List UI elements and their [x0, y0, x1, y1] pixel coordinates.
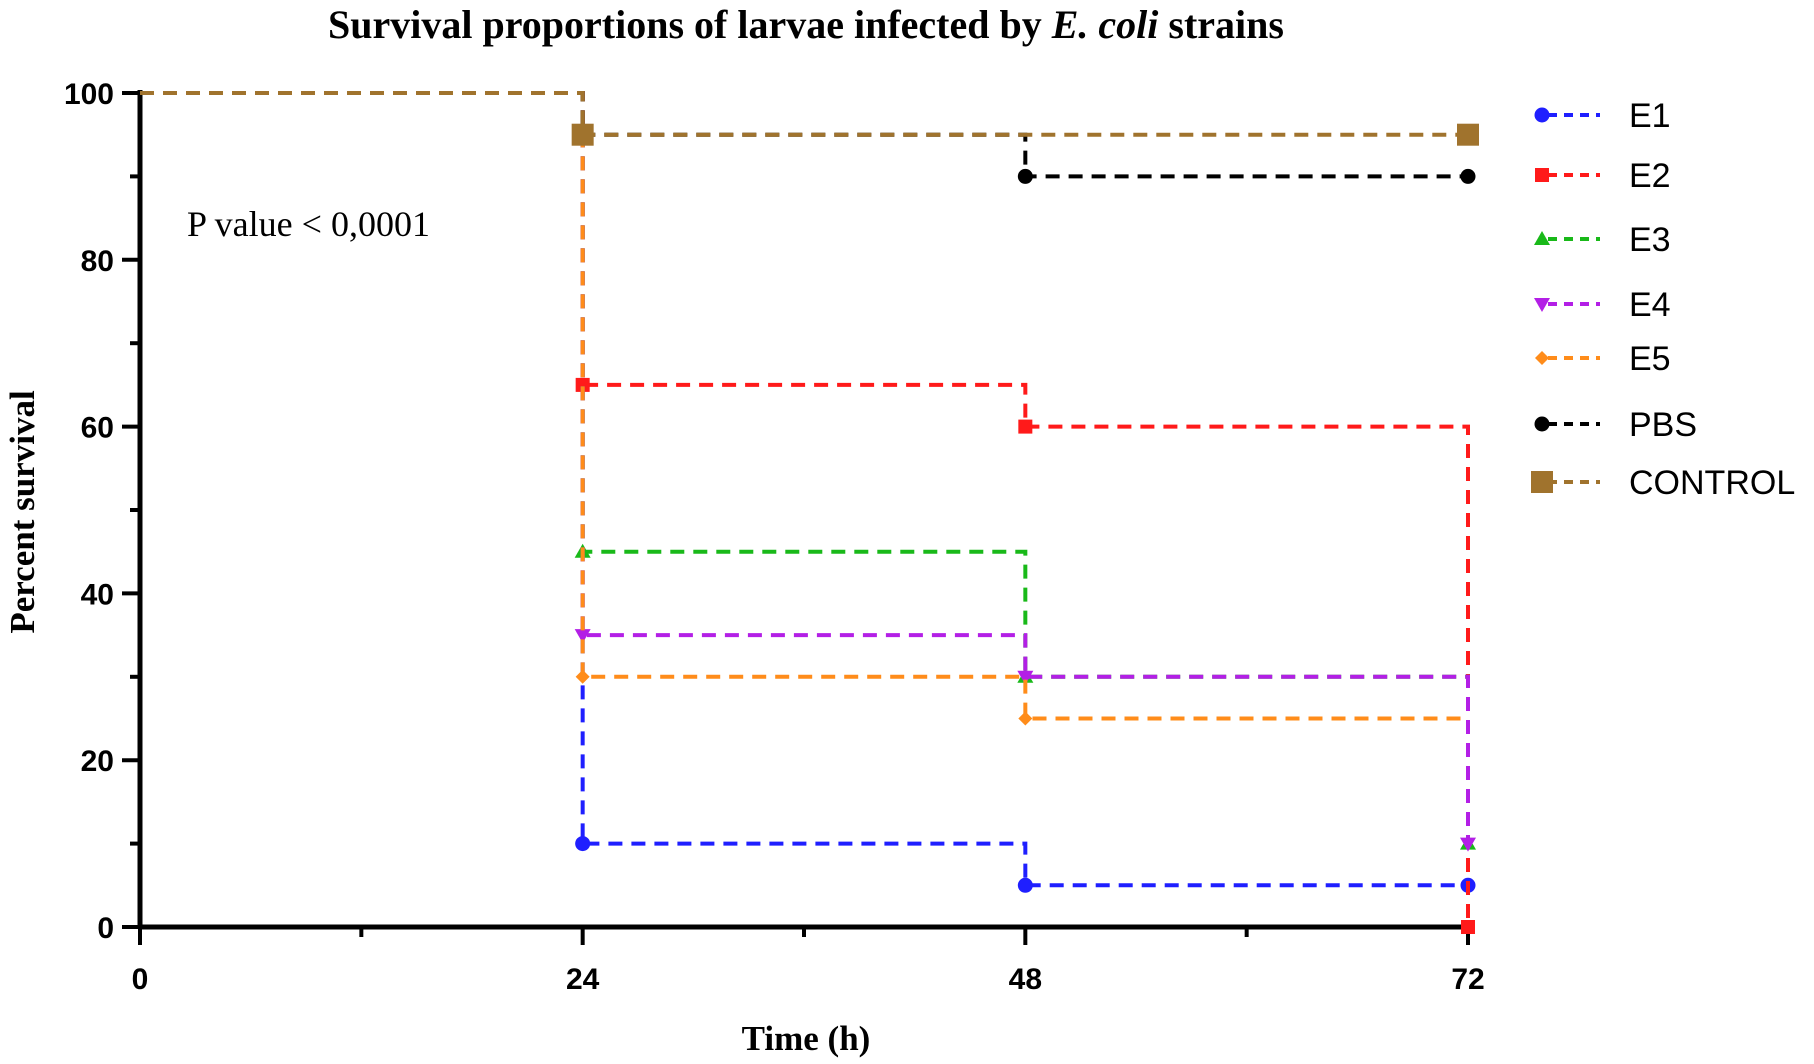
- series-layer: [140, 91, 1479, 934]
- series-pbs: [140, 91, 1476, 184]
- legend-marker-pbs: [1534, 416, 1550, 432]
- legend-item-e2: E2: [1535, 157, 1671, 195]
- legend-item-control: CONTROL: [1531, 464, 1795, 502]
- x-tick-label: 72: [1451, 963, 1484, 996]
- y-tick-label: 40: [81, 578, 114, 611]
- title-part-2: strains: [1158, 2, 1284, 47]
- y-tick-label: 60: [81, 412, 114, 445]
- legend-label-e3: E3: [1629, 221, 1671, 259]
- axes: 0 20 40 60 80 100 0 24 48 72: [64, 78, 1485, 996]
- legend-marker-e1: [1534, 107, 1550, 123]
- legend-label-e5: E5: [1629, 340, 1671, 378]
- legend: E1 E2 E3 E4 E5 PBS CONTROL: [1531, 97, 1795, 502]
- point-e5: [575, 669, 590, 684]
- legend-marker-e5: [1535, 351, 1549, 365]
- x-tick-label: 48: [1009, 963, 1042, 996]
- legend-label-e1: E1: [1629, 97, 1671, 135]
- p-value-annotation: P value < 0,0001: [187, 204, 430, 244]
- legend-marker-e3: [1534, 231, 1550, 245]
- legend-item-e4: E4: [1534, 286, 1671, 324]
- series-line-pbs: [140, 91, 1468, 179]
- point-e2: [1461, 920, 1475, 934]
- x-tick-label: 0: [132, 963, 149, 996]
- legend-item-e3: E3: [1534, 221, 1671, 259]
- point-pbs: [1460, 168, 1476, 184]
- y-tick-label: 80: [81, 245, 114, 278]
- title-part-0: Survival proportions of larvae infected …: [328, 2, 1052, 47]
- legend-marker-e4: [1534, 298, 1550, 312]
- series-e5: [140, 91, 1468, 726]
- point-e4: [1460, 837, 1476, 852]
- point-e4: [1017, 670, 1034, 685]
- x-axis-label: Time (h): [742, 1019, 871, 1058]
- legend-label-e4: E4: [1629, 286, 1671, 324]
- legend-marker-e2: [1535, 168, 1549, 182]
- point-pbs: [1017, 168, 1033, 184]
- legend-marker-control: [1531, 471, 1553, 493]
- chart-title: Survival proportions of larvae infected …: [328, 2, 1284, 47]
- x-tick-label: 24: [566, 963, 600, 996]
- legend-label-e2: E2: [1629, 157, 1671, 195]
- series-line-control: [140, 91, 1468, 137]
- title-part-1: E. coli: [1051, 2, 1159, 47]
- point-control: [571, 123, 594, 146]
- point-e2: [575, 377, 590, 392]
- legend-label-pbs: PBS: [1629, 406, 1697, 444]
- point-control: [1457, 123, 1479, 146]
- y-axis-label: Percent survival: [3, 390, 42, 634]
- legend-item-e1: E1: [1534, 97, 1671, 135]
- point-e2: [1018, 419, 1033, 434]
- legend-item-e5: E5: [1535, 340, 1671, 378]
- point-e4: [574, 629, 591, 644]
- point-e1: [575, 836, 591, 852]
- legend-item-pbs: PBS: [1534, 406, 1697, 444]
- series-control: [140, 91, 1479, 146]
- y-tick-label: 20: [81, 745, 114, 778]
- y-tick-label: 100: [64, 78, 114, 111]
- y-tick-label: 0: [97, 912, 114, 945]
- series-line-e5: [140, 91, 1468, 721]
- legend-label-control: CONTROL: [1629, 464, 1795, 502]
- point-e5: [1018, 711, 1033, 726]
- point-e1: [1017, 877, 1033, 893]
